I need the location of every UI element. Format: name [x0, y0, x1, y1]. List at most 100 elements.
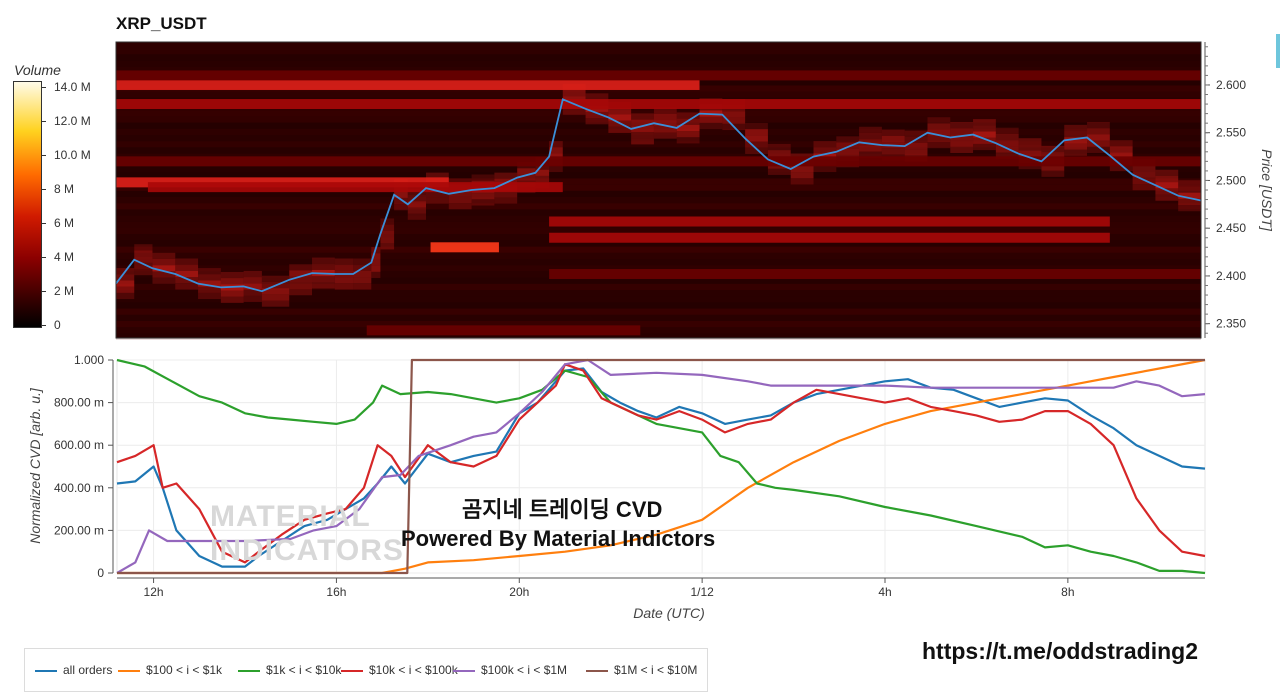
- heatmap-cell: [426, 197, 449, 204]
- heatmap-cell: [995, 140, 1019, 147]
- heatmap-cell: [261, 294, 290, 301]
- legend-item[interactable]: all orders: [35, 663, 112, 677]
- heatmap-cell: [767, 168, 791, 175]
- heatmap-cell: [745, 135, 768, 142]
- heatmap-cell: [1041, 145, 1065, 153]
- legend-item[interactable]: $1k < i < $10k: [238, 663, 341, 677]
- cvd-x-tick-label: 12h: [144, 585, 164, 599]
- heatmap-cell: [407, 213, 426, 220]
- heatmap-cell: [881, 129, 905, 136]
- heatmap-row: [116, 110, 1201, 117]
- heatmap-row: [116, 48, 1201, 55]
- heatmap-cell: [790, 172, 814, 179]
- heatmap-row: [116, 197, 1201, 204]
- heatmap-cell: [1018, 150, 1042, 157]
- heatmap-cell: [881, 148, 905, 155]
- heatmap-cell: [995, 152, 1019, 159]
- heatmap-cell: [653, 120, 677, 127]
- heatmap-cell: [1064, 131, 1088, 138]
- price-axis-label: 2.350: [1216, 317, 1246, 331]
- heatmap-cell: [198, 268, 221, 275]
- heatmap-cell: [722, 117, 746, 124]
- heatmap-cell: [220, 290, 244, 297]
- legend-item[interactable]: $100k < i < $1M: [453, 663, 567, 677]
- cvd-x-tick-label: 16h: [326, 585, 346, 599]
- heatmap-cell: [973, 131, 996, 138]
- heatmap-cell: [471, 174, 495, 181]
- heatmap-row: [116, 314, 1201, 321]
- heatmap-row: [116, 209, 1201, 216]
- heatmap-cell: [394, 191, 408, 198]
- heatmap-row: [116, 308, 1201, 315]
- heatmap-cell: [312, 257, 335, 264]
- heatmap-cell: [312, 276, 335, 283]
- heatmap-cell: [380, 243, 395, 250]
- heatmap-cell: [973, 143, 996, 151]
- heatmap-cell: [334, 277, 354, 284]
- heatmap-cell: [813, 147, 837, 154]
- heatmap-cell: [175, 258, 199, 265]
- heatmap-cell: [973, 119, 996, 126]
- heatmap-cell: [1155, 182, 1179, 189]
- heatmap-cell: [904, 130, 928, 137]
- heatmap-cell: [116, 292, 135, 300]
- heatmap-cell: [813, 165, 837, 173]
- heatmap-row: [116, 240, 1201, 247]
- heatmap-cell: [1041, 164, 1065, 171]
- heatmap-cell: [535, 175, 550, 183]
- heatmap-cell: [562, 108, 586, 115]
- heatmap-cell: [1178, 205, 1201, 212]
- heatmap-cell: [745, 129, 768, 136]
- heatmap-cell: [722, 111, 746, 118]
- heatmap-cell: [549, 141, 563, 148]
- heatmap-cell: [1155, 175, 1179, 183]
- heatmap-cell: [334, 264, 354, 271]
- heatmap-cell: [380, 230, 395, 238]
- heatmap-cell: [407, 201, 426, 208]
- cvd-y-tick-label: 200.00 m: [54, 523, 104, 537]
- heatmap-cell: [1064, 124, 1088, 132]
- cvd-x-axis-title: Date (UTC): [633, 605, 705, 621]
- heatmap-row: [116, 283, 1201, 290]
- heatmap-row: [116, 203, 1201, 210]
- legend-item[interactable]: $10k < i < $100k: [341, 663, 458, 677]
- price-axis-label: 2.400: [1216, 269, 1246, 283]
- colorbar-tick-mark: [41, 87, 46, 88]
- legend-swatch: [453, 669, 475, 672]
- heatmap-cell: [152, 252, 176, 259]
- colorbar-tick-label: 4 M: [54, 250, 75, 264]
- colorbar-tick-mark: [41, 325, 46, 326]
- heatmap-cell: [407, 195, 426, 202]
- price-axis-label: 2.550: [1216, 126, 1246, 140]
- heatmap-cell: [927, 135, 951, 143]
- cvd-x-tick-label: 20h: [509, 585, 529, 599]
- watermark-powered: Powered By Material Indictors: [401, 526, 716, 551]
- heatmap-band: [549, 269, 1201, 280]
- heatmap-row: [116, 141, 1201, 148]
- heatmap-row: [116, 296, 1201, 303]
- heatmap-cell: [448, 203, 472, 210]
- heatmap-cell: [549, 165, 563, 173]
- side-panel-tab[interactable]: [1276, 34, 1280, 68]
- heatmap-cell: [116, 274, 135, 281]
- heatmap-cell: [859, 145, 882, 152]
- heatmap-cell: [1155, 169, 1179, 176]
- heatmap-row: [116, 184, 1201, 191]
- heatmap-cell: [927, 129, 951, 136]
- heatmap-band: [116, 99, 1201, 110]
- heatmap-row: [116, 178, 1201, 185]
- cvd-y-tick-label: 0: [97, 566, 104, 580]
- legend-item[interactable]: $100 < i < $1k: [118, 663, 222, 677]
- heatmap-cell: [1087, 128, 1110, 135]
- heatmap-cell: [1041, 170, 1065, 177]
- telegram-url[interactable]: https://t.me/oddstrading2: [922, 638, 1198, 664]
- heatmap-cell: [1109, 152, 1133, 159]
- heatmap-row: [116, 259, 1201, 266]
- heatmap-cell: [371, 253, 381, 260]
- heatmap-cell: [1178, 186, 1201, 193]
- legend-item[interactable]: $1M < i < $10M: [586, 663, 697, 677]
- heatmap-cell: [631, 138, 654, 145]
- heatmap-cell: [1087, 140, 1110, 147]
- heatmap-cell: [494, 172, 518, 179]
